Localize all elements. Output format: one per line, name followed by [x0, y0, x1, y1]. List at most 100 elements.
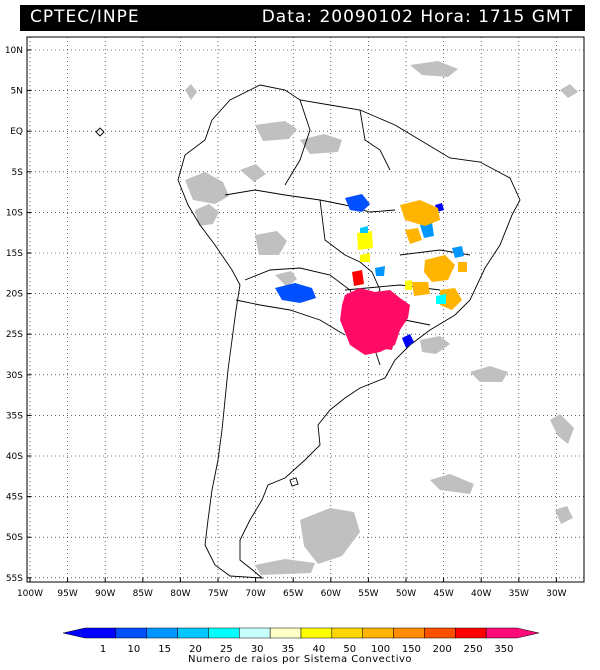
- cloud-patch: [255, 121, 297, 141]
- colorbar-label: 350: [494, 644, 513, 655]
- latitude-labels: 10N 5N EQ 5S 10S 15S 20S 25S 30S 35S 40S 45S 50S 55S: [5, 46, 23, 584]
- colorbar-caption: Numero de raios por Sistema Convectivo: [187, 654, 413, 665]
- convective-systems: [275, 194, 467, 355]
- longitude-labels: 100W 95W 90W 85W 80W 75W 70W 65W 60W 55W 50W 45W 40W…: [17, 589, 567, 599]
- colorbar-swatch: [424, 627, 456, 639]
- lon-label: 90W: [95, 589, 115, 599]
- south-america-coast: [177, 84, 521, 579]
- cloud-patch: [255, 559, 315, 575]
- cloud-patch: [275, 271, 297, 287]
- colorbar-swatch: [208, 627, 240, 639]
- colorbar-label: 200: [433, 644, 452, 655]
- colorbar-swatch: [269, 627, 302, 639]
- system-orange: [405, 228, 422, 244]
- cloud-patch: [195, 204, 219, 226]
- colorbar-swatch: [331, 627, 363, 639]
- colorbar-swatch: [62, 627, 117, 639]
- lon-label: 45W: [433, 589, 453, 599]
- colorbar-label: 15: [158, 644, 171, 655]
- cloud-patch: [240, 164, 266, 182]
- cloud-patch: [185, 172, 229, 204]
- lat-label: 45S: [6, 493, 23, 503]
- cloud-patch: [410, 61, 458, 77]
- country-border: [359, 109, 391, 171]
- colorbar-label: 25: [220, 644, 233, 655]
- system-blue: [452, 246, 464, 258]
- lon-label: 60W: [321, 589, 341, 599]
- colorbar-label: 1: [100, 644, 106, 655]
- lat-label: 5N: [11, 87, 23, 97]
- colorbar-label: 10: [127, 644, 140, 655]
- lon-label: 55W: [358, 589, 378, 599]
- lat-label: 40S: [6, 452, 23, 462]
- cloud-patch: [430, 474, 474, 494]
- lon-label: 35W: [509, 589, 529, 599]
- cloud-patch: [470, 366, 508, 382]
- colorbar-swatch: [177, 627, 209, 639]
- lon-label: 50W: [396, 589, 416, 599]
- lat-label: 30S: [6, 371, 23, 381]
- colorbar-swatch: [485, 627, 540, 639]
- title-bar: CPTEC/INPE Data: 20090102 Hora: 1715 GMT: [20, 5, 585, 31]
- system-yellow: [405, 280, 412, 290]
- lat-label: 25S: [6, 330, 23, 340]
- system-blue: [375, 266, 385, 276]
- lon-label: 80W: [170, 589, 190, 599]
- island: [95, 127, 105, 137]
- lon-label: 30W: [546, 589, 566, 599]
- colorbar-swatch: [239, 627, 271, 639]
- colorbar-label: 150: [402, 644, 421, 655]
- cloud-cover: [185, 61, 578, 575]
- colorbar: 1 10 15 20 25 30 35 40 50 100 150 200 250 350: [62, 627, 540, 655]
- lat-label: 10N: [5, 46, 23, 56]
- lon-label: 65W: [283, 589, 303, 599]
- cloud-patch: [555, 506, 573, 524]
- colorbar-swatch: [362, 627, 394, 639]
- lat-label: 35S: [6, 411, 23, 421]
- datetime-label: Data: 20090102 Hora: 1715 GMT: [261, 7, 573, 27]
- cloud-patch: [185, 84, 197, 100]
- cloud-patch: [300, 134, 342, 154]
- island: [289, 477, 299, 487]
- map-frame: [26, 36, 585, 583]
- lon-label: 85W: [133, 589, 153, 599]
- system-red: [352, 270, 364, 286]
- country-border: [404, 319, 431, 326]
- system-cyan: [360, 226, 368, 233]
- colorbar-label: 250: [464, 644, 483, 655]
- colorbar-label: 50: [343, 644, 356, 655]
- system-orange: [440, 288, 462, 310]
- lat-label: 50S: [6, 533, 23, 543]
- colorbar-swatch: [146, 627, 178, 639]
- system-yellow: [360, 253, 370, 262]
- colorbar-label: 35: [282, 644, 295, 655]
- system-blue: [275, 283, 316, 303]
- lat-label: 5S: [12, 168, 24, 178]
- lon-label: 100W: [17, 589, 43, 599]
- lat-label: 15S: [6, 249, 23, 259]
- cloud-patch: [255, 231, 287, 255]
- system-orange: [400, 200, 440, 226]
- system-blue: [345, 194, 370, 212]
- colorbar-label: 40: [313, 644, 326, 655]
- lon-label: 40W: [471, 589, 491, 599]
- lon-label: 95W: [57, 589, 77, 599]
- colorbar-swatch: [300, 627, 333, 639]
- map-grid: [27, 37, 584, 582]
- cloud-patch: [420, 336, 450, 354]
- country-border: [284, 99, 311, 186]
- cloud-patch: [560, 84, 578, 98]
- system-orange: [424, 255, 455, 282]
- colorbar-label: 20: [189, 644, 202, 655]
- colorbar-swatch: [115, 627, 147, 639]
- system-blue: [420, 222, 434, 238]
- cloud-patch: [300, 508, 360, 564]
- system-magenta-edge: [375, 330, 395, 350]
- system-orange: [412, 282, 430, 296]
- system-yellow: [357, 231, 373, 250]
- system-orange: [458, 262, 467, 272]
- country-border: [235, 299, 346, 336]
- source-label: CPTEC/INPE: [30, 7, 140, 27]
- colorbar-swatch: [455, 627, 487, 639]
